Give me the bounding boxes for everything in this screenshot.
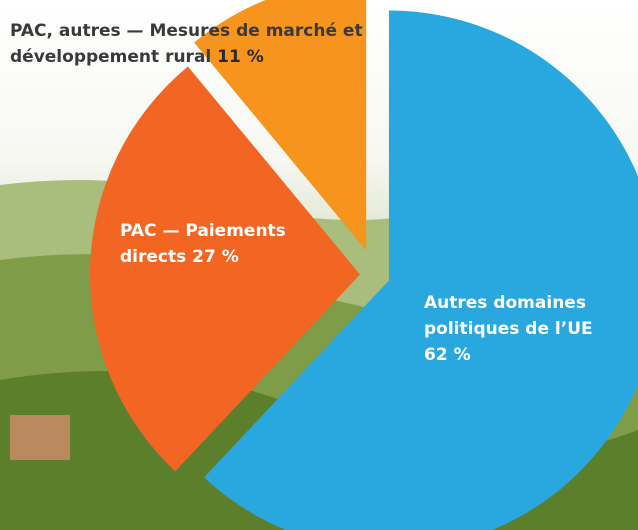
slice-label: PAC — Paiements directs 27 % (120, 218, 320, 270)
pie-slice (90, 66, 361, 472)
slice-label: PAC, autres — Mesures de marché et dével… (10, 18, 390, 70)
category-label: Autres domaines politiques de l’UE (424, 293, 593, 339)
value-label: 27 % (192, 247, 239, 267)
category-label: PAC — Paiements directs (120, 221, 286, 267)
value-label: 62 % (424, 345, 471, 365)
slice-label: Autres domaines politiques de l’UE 62 % (424, 290, 624, 368)
house (10, 415, 70, 460)
value-label: 11 % (217, 47, 264, 67)
pie-slice (204, 10, 638, 530)
category-label: PAC, autres — Mesures de marché et dével… (10, 21, 363, 67)
pie-slice (194, 0, 367, 251)
